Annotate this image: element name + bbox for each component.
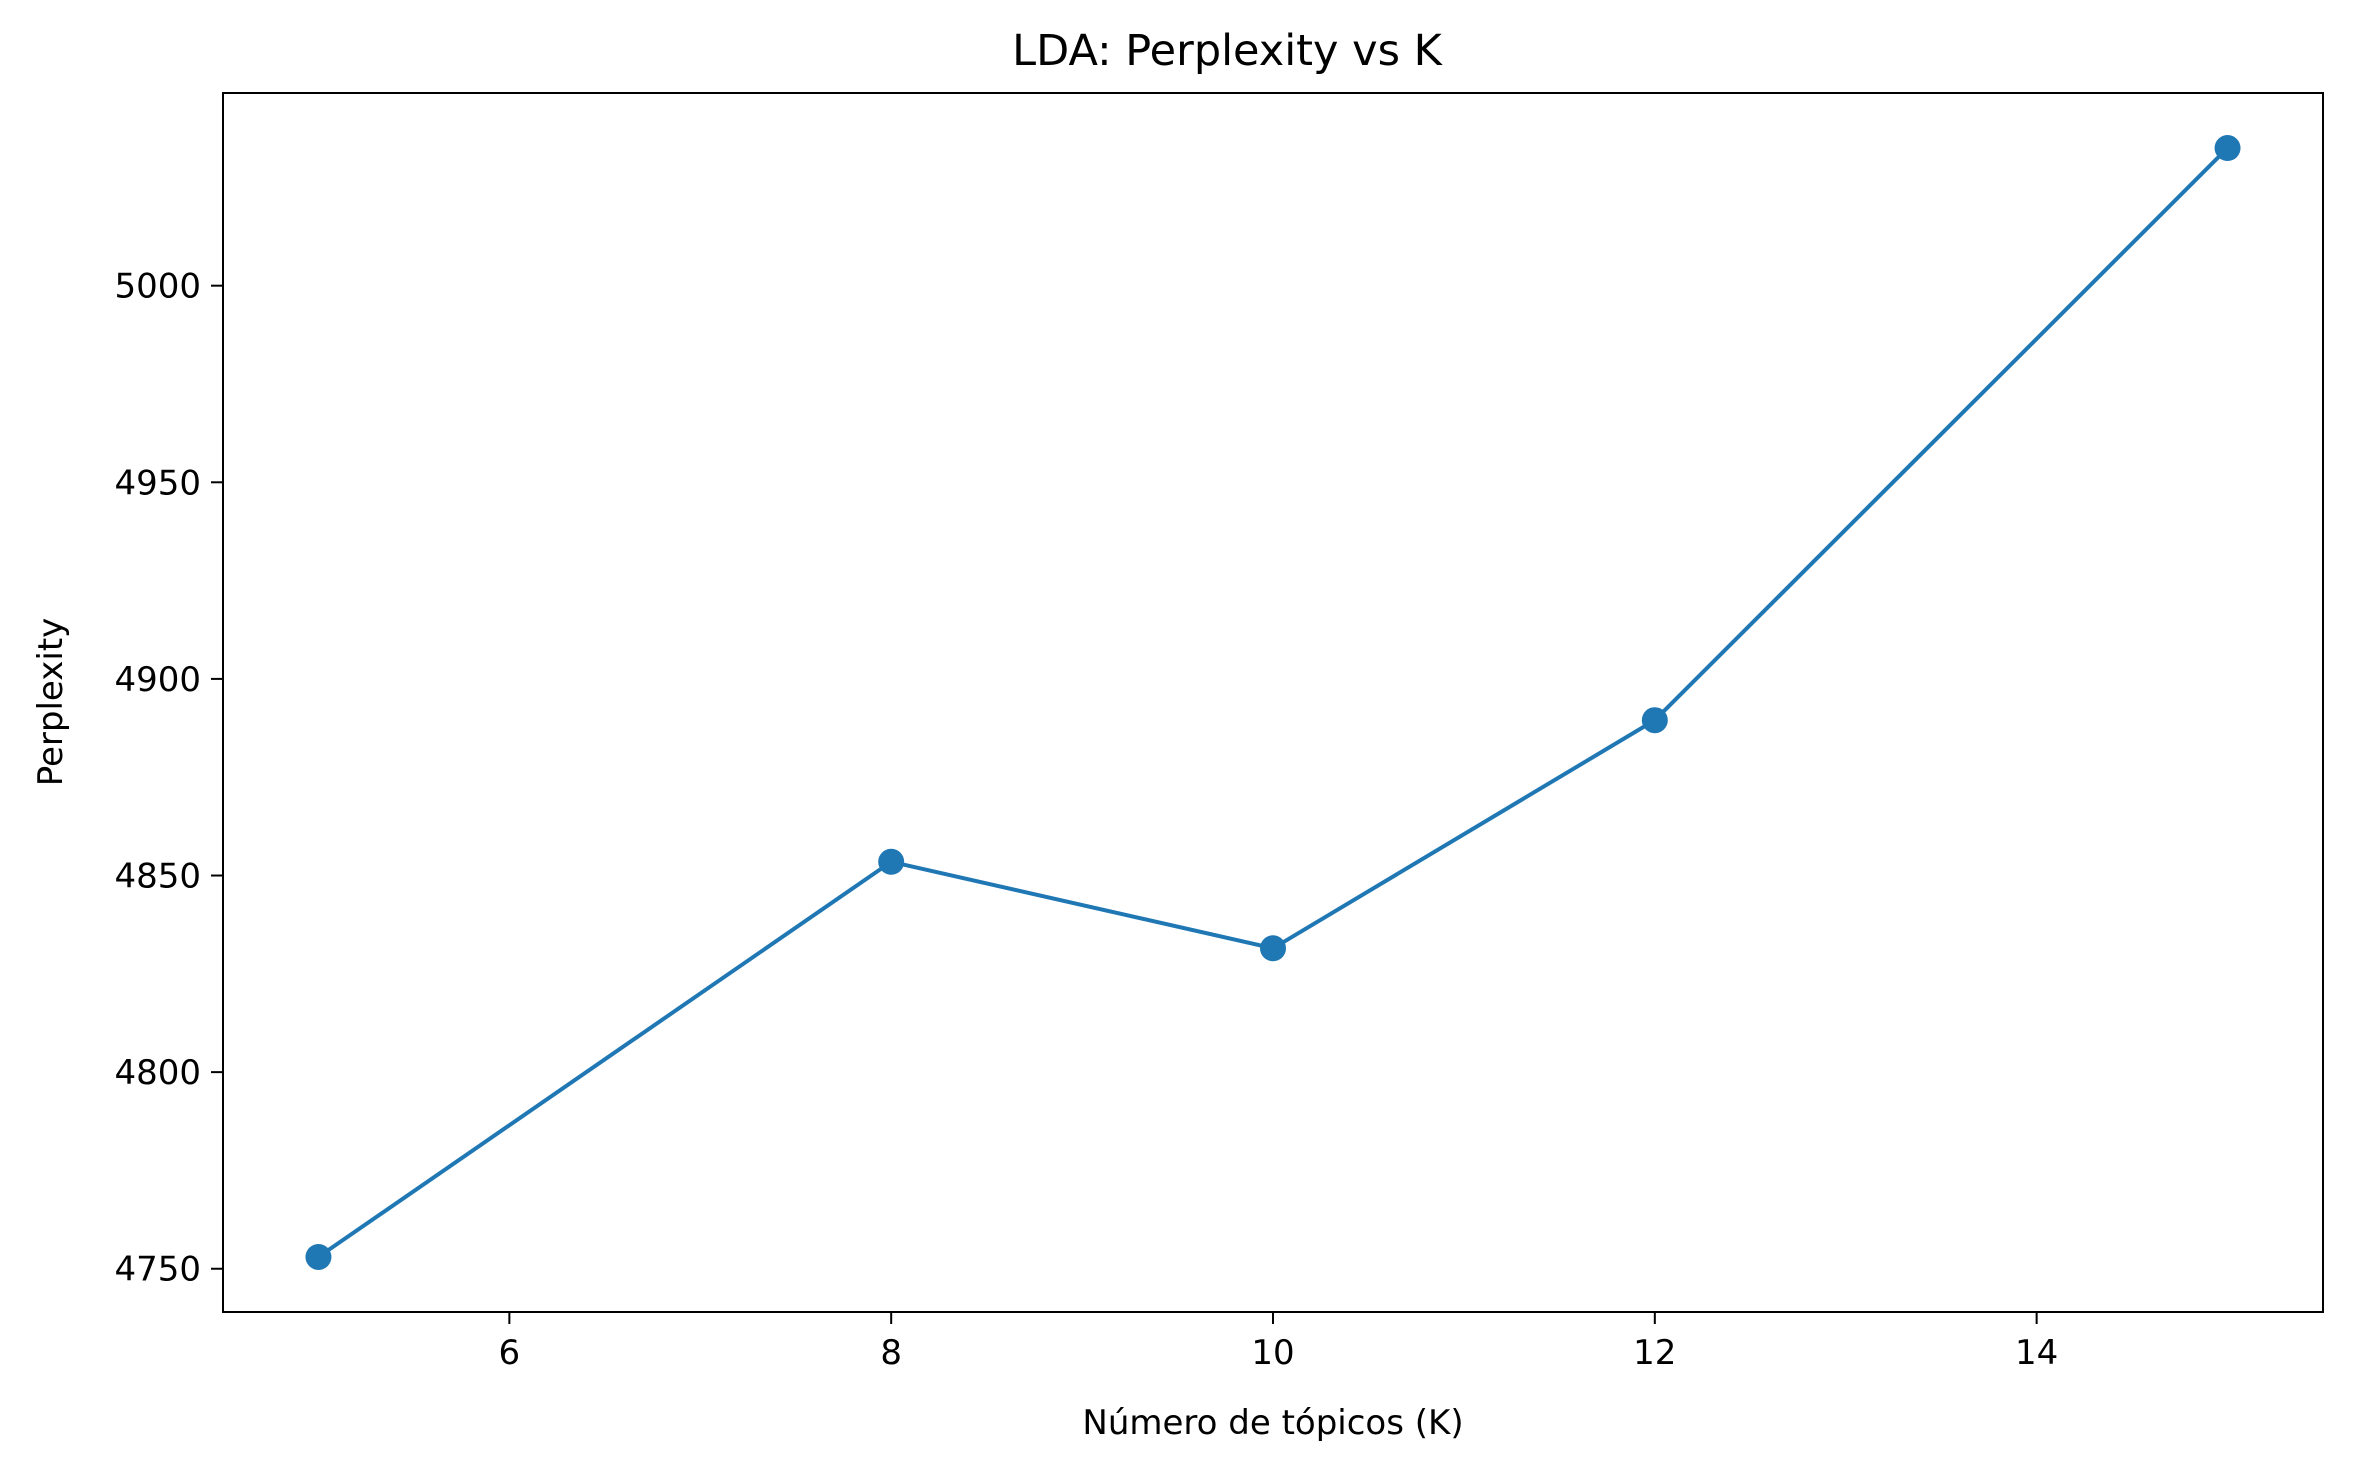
x-tick-label: 10 xyxy=(1251,1333,1294,1373)
y-axis-label: Perplexity xyxy=(31,618,71,787)
y-tick-label: 4750 xyxy=(114,1250,201,1290)
x-axis-ticks: 6 8 10 12 14 xyxy=(499,1312,2058,1373)
x-axis-label: Número de tópicos (K) xyxy=(1082,1403,1463,1443)
x-tick-label: 12 xyxy=(1633,1333,1676,1373)
x-tick-label: 8 xyxy=(880,1333,902,1373)
series-layer xyxy=(305,135,2241,1270)
data-point xyxy=(1641,707,1668,734)
data-point xyxy=(878,848,905,875)
data-point xyxy=(305,1243,332,1270)
data-point xyxy=(1260,935,1286,962)
y-tick-label: 4950 xyxy=(114,463,201,503)
y-tick-label: 4850 xyxy=(114,857,201,897)
plot-area: 6 8 10 12 14 4750 4800 4850 4900 4950 5000 xyxy=(114,92,2324,1373)
y-tick-label: 4900 xyxy=(114,660,201,700)
y-tick-label: 5000 xyxy=(114,267,201,307)
x-tick-label: 6 xyxy=(499,1333,521,1373)
chart-title: LDA: Perplexity vs K xyxy=(1012,26,1443,76)
y-tick-label: 4800 xyxy=(114,1053,201,1093)
x-tick-label: 14 xyxy=(2015,1333,2058,1373)
axes-frame xyxy=(222,92,2324,1313)
data-point xyxy=(2214,135,2241,162)
axes-background xyxy=(223,93,2323,1312)
y-axis-ticks: 4750 4800 4850 4900 4950 5000 xyxy=(114,267,223,1290)
